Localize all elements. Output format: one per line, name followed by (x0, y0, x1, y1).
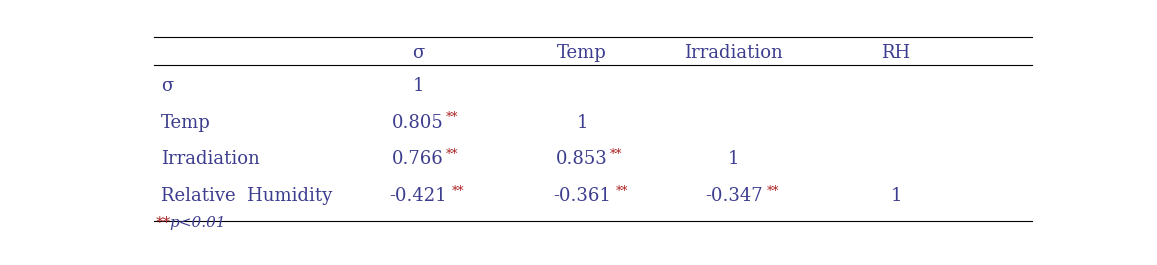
Text: 0.805: 0.805 (392, 114, 444, 132)
Text: **: ** (451, 185, 464, 198)
Text: Irradiation: Irradiation (684, 44, 783, 62)
Text: 1: 1 (728, 150, 739, 168)
Text: 0.853: 0.853 (557, 150, 609, 168)
Text: **: ** (155, 216, 170, 230)
Text: 1: 1 (412, 77, 423, 95)
Text: p<0.01: p<0.01 (170, 216, 227, 230)
Text: 1: 1 (576, 114, 588, 132)
Text: **: ** (767, 185, 780, 198)
Text: -0.421: -0.421 (389, 187, 447, 205)
Text: Relative  Humidity: Relative Humidity (161, 187, 332, 205)
Text: **: ** (610, 148, 622, 161)
Text: **: ** (445, 111, 458, 124)
Text: RH: RH (882, 44, 911, 62)
Text: Temp: Temp (558, 44, 607, 62)
Text: -0.347: -0.347 (705, 187, 762, 205)
Text: σ: σ (161, 77, 174, 95)
Text: σ: σ (412, 44, 425, 62)
Text: 0.766: 0.766 (392, 150, 444, 168)
Text: Irradiation: Irradiation (161, 150, 259, 168)
Text: **: ** (616, 185, 628, 198)
Text: 1: 1 (890, 187, 901, 205)
Text: **: ** (445, 148, 458, 161)
Text: -0.361: -0.361 (553, 187, 611, 205)
Text: Temp: Temp (161, 114, 211, 132)
